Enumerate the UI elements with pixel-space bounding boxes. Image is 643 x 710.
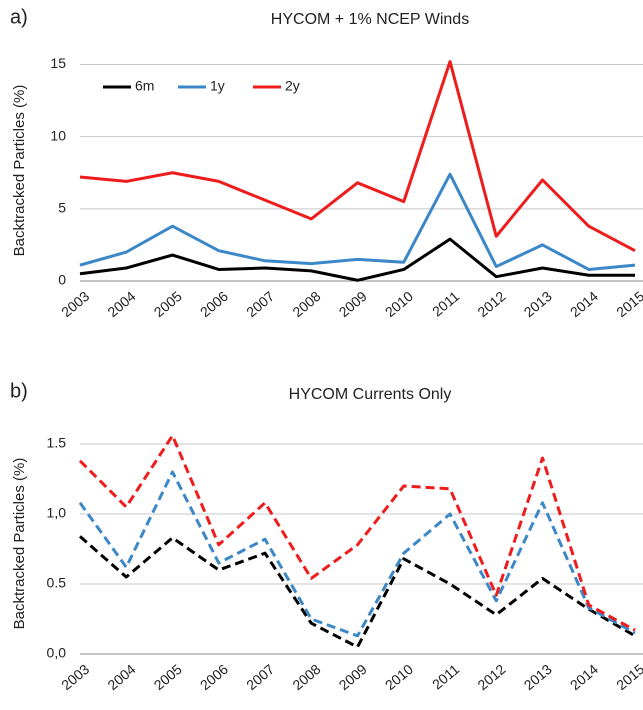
x-tick-label: 2009 (336, 288, 370, 320)
x-tick-label: 2014 (567, 288, 601, 320)
legend-label: 6m (135, 78, 154, 94)
y-tick-label: 1,0 (47, 505, 67, 521)
series-line (79, 60, 636, 253)
x-tick-label: 2008 (289, 661, 323, 693)
x-tick-label: 2007 (243, 661, 277, 693)
x-tick-label: 2013 (521, 288, 555, 320)
y-tick-label: 10 (50, 127, 66, 143)
y-tick-label: 1.5 (47, 435, 67, 451)
chart-title: HYCOM + 1% NCEP Winds (271, 11, 469, 28)
x-tick-label: 2005 (151, 288, 185, 320)
x-tick-label: 2006 (197, 288, 231, 320)
x-tick-label: 2012 (474, 288, 508, 320)
y-axis-label: Backtracked Particles (%) (11, 85, 28, 257)
legend-label: 2y (285, 78, 300, 94)
panel-label: b) (10, 380, 28, 402)
legend-label: 1y (210, 78, 225, 94)
y-tick-label: 0,0 (47, 645, 67, 661)
x-tick-label: 2014 (567, 661, 601, 693)
series-line (79, 535, 636, 649)
x-tick-label: 2015 (613, 661, 643, 693)
series-line (79, 237, 635, 282)
x-tick-label: 2010 (382, 661, 416, 693)
panel-label: a) (10, 6, 28, 28)
x-tick-label: 2006 (197, 661, 231, 693)
x-tick-label: 2011 (429, 288, 463, 320)
x-tick-label: 2009 (336, 661, 370, 693)
x-tick-label: 2013 (521, 661, 555, 693)
y-tick-label: 15 (50, 55, 66, 71)
x-tick-label: 2012 (474, 661, 508, 693)
y-tick-label: 0.5 (47, 575, 67, 591)
y-tick-label: 0 (58, 272, 66, 288)
series-line (79, 172, 636, 271)
y-axis-label: Backtracked Particles (%) (11, 458, 28, 630)
x-tick-label: 2015 (613, 288, 643, 320)
x-tick-label: 2005 (151, 661, 185, 693)
x-tick-label: 2008 (289, 288, 323, 320)
y-tick-label: 5 (58, 200, 66, 216)
chart-title: HYCOM Currents Only (289, 386, 452, 403)
x-tick-label: 2007 (243, 288, 277, 320)
x-tick-label: 2011 (429, 661, 463, 693)
x-tick-label: 2004 (104, 661, 138, 693)
x-tick-label: 2010 (382, 288, 416, 320)
series-line (78, 470, 636, 638)
x-tick-label: 2003 (58, 661, 92, 693)
series-line (78, 434, 636, 632)
x-tick-label: 2003 (58, 288, 92, 320)
x-tick-label: 2004 (104, 288, 138, 320)
